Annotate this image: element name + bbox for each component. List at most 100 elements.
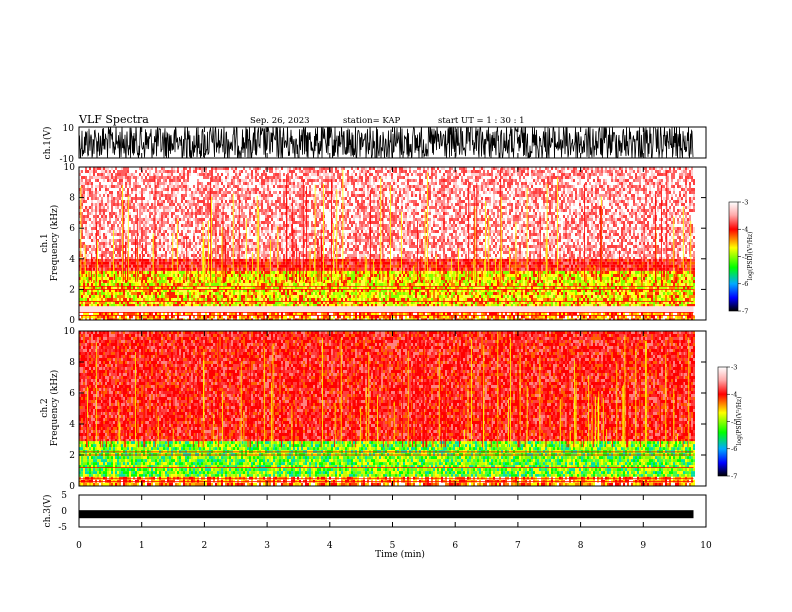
spectrogram-cell <box>259 312 261 316</box>
spectrogram-cell <box>463 315 465 319</box>
spectrogram-cell <box>483 277 485 280</box>
spectrogram-cell <box>619 312 621 316</box>
spectrogram-cell <box>329 304 331 307</box>
spectrogram-cell <box>561 292 563 295</box>
spectrogram-cell <box>499 286 501 289</box>
spectrogram-cell <box>169 261 171 265</box>
spectrogram-cell <box>437 280 439 283</box>
spectrogram-cell <box>337 289 339 292</box>
spectrogram-cell <box>179 271 181 274</box>
spectrogram-cell <box>443 283 445 286</box>
spectrogram-cell <box>267 304 269 307</box>
spectrogram-cell <box>443 292 445 295</box>
spectrogram-cell <box>257 301 259 304</box>
spectrogram-cell <box>349 312 351 316</box>
spectrogram-cell <box>649 274 651 277</box>
spectrogram-cell <box>577 283 579 286</box>
spectrogram-cell <box>221 286 223 289</box>
spectrogram-cell <box>685 318 687 320</box>
spectrogram-cell <box>297 298 299 301</box>
spectrogram-cell <box>663 295 665 298</box>
spectrogram-cell <box>669 286 671 289</box>
spectrogram-cell <box>101 315 103 319</box>
spectrogram-cell <box>483 295 485 298</box>
spectrogram-cell <box>187 267 189 271</box>
spectrogram-cell <box>353 301 355 304</box>
spectrogram-cell <box>91 301 93 304</box>
spectrogram-cell <box>87 312 89 316</box>
spectrogram-cell <box>685 286 687 289</box>
spectrogram-cell <box>361 286 363 289</box>
spectrogram-cell <box>551 301 553 304</box>
spectrogram-cell <box>199 315 201 319</box>
spectrogram-cell <box>193 289 195 292</box>
spectrogram-cell <box>447 301 449 304</box>
spectrogram-cell <box>593 292 595 295</box>
spectrogram-cell <box>185 304 187 307</box>
spectrogram-cell <box>525 298 527 301</box>
spectrogram-cell <box>275 283 277 286</box>
spectrogram-cell <box>201 258 203 262</box>
spectrogram-cell <box>381 286 383 289</box>
spectrogram-cell <box>667 312 669 316</box>
spectrogram-cell <box>513 312 515 316</box>
spectrogram-cell <box>533 301 535 304</box>
spectrogram-cell <box>639 315 641 319</box>
spectrogram-cell <box>393 289 395 292</box>
spectrogram-cell <box>131 261 133 265</box>
spectrogram-cell <box>557 315 559 319</box>
spectrogram-cell <box>415 318 417 320</box>
spectrogram-cell <box>193 261 195 265</box>
spectrogram-cell <box>569 315 571 319</box>
spectrogram-cell <box>635 289 637 292</box>
spectrogram-cell <box>535 292 537 295</box>
spectrogram-cell <box>193 301 195 304</box>
spectrogram-cell <box>153 274 155 277</box>
spectrogram-cell <box>147 283 149 286</box>
spectrogram-cell <box>121 304 123 307</box>
spectrogram-cell <box>143 258 145 262</box>
spectrogram-cell <box>605 298 607 301</box>
spectrogram-cell <box>569 312 571 316</box>
spectrogram-cell <box>625 301 627 304</box>
spectrogram-cell <box>665 280 667 283</box>
spectrogram-cell <box>287 280 289 283</box>
spectrogram-cell <box>575 286 577 289</box>
spectrogram-cell <box>287 318 289 320</box>
spectrogram-cell <box>111 274 113 277</box>
spectrogram-cell <box>469 289 471 292</box>
spectrogram-cell <box>603 295 605 298</box>
spectrogram-cell <box>627 289 629 292</box>
spectrogram-cell <box>165 277 167 280</box>
spectrogram-cell <box>575 292 577 295</box>
spectrogram-cell <box>593 271 595 274</box>
spectrogram-cell <box>315 292 317 295</box>
spectrogram-cell <box>417 295 419 298</box>
spectrogram-cell <box>293 289 295 292</box>
spectrogram-cell <box>115 295 117 298</box>
spectrogram-cell <box>225 283 227 286</box>
spectrogram-cell <box>625 286 627 289</box>
spectrogram-cell <box>251 280 253 283</box>
spectrogram-cell <box>277 292 279 295</box>
spectrogram-cell <box>267 274 269 277</box>
spectrogram-cell <box>479 301 481 304</box>
spectrogram-cell <box>381 292 383 295</box>
spectrogram-cell <box>225 289 227 292</box>
spectrogram-cell <box>83 301 85 304</box>
spectrogram-cell <box>345 277 347 280</box>
spectrogram-cell <box>153 286 155 289</box>
spectrogram-cell <box>661 289 663 292</box>
spectrogram-cell <box>229 286 231 289</box>
spectrogram-cell <box>677 315 679 319</box>
spectrogram-cell <box>491 277 493 280</box>
spectrogram-cell <box>233 283 235 286</box>
spectrogram-cell <box>155 271 157 274</box>
spectrogram-cell <box>551 315 553 319</box>
spectrogram-cell <box>399 289 401 292</box>
spectrogram-cell <box>333 283 335 286</box>
spectrogram-cell <box>549 318 551 320</box>
spectrogram-cell <box>177 315 179 319</box>
spectrogram-cell <box>537 292 539 295</box>
spectrogram-cell <box>351 315 353 319</box>
